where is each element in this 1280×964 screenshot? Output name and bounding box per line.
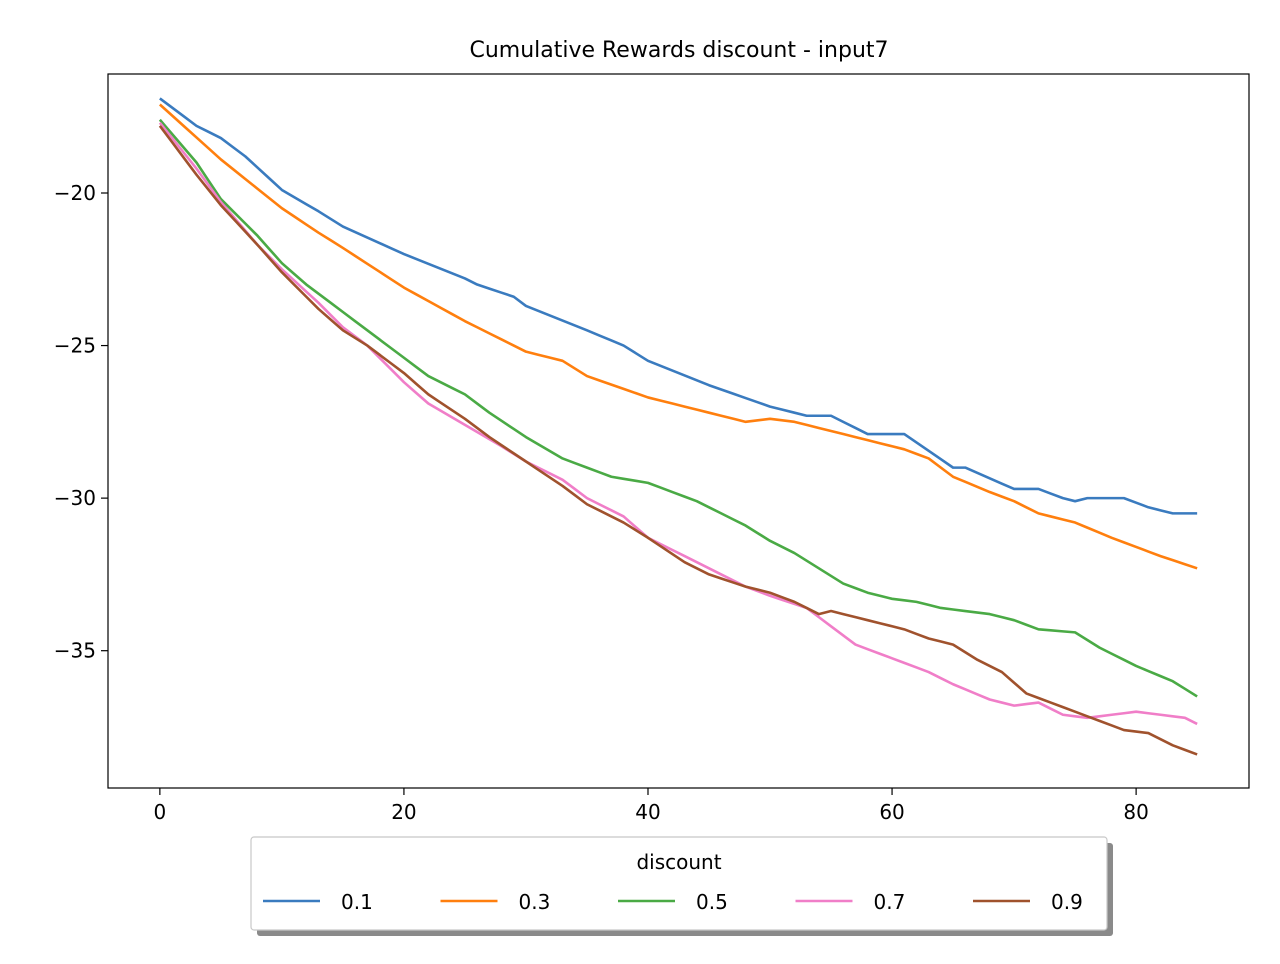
series-line-0-3 bbox=[158, 103, 1198, 570]
x-tick-label: 60 bbox=[879, 800, 904, 824]
legend-box bbox=[250, 836, 1108, 931]
legend-label-0-1: 0.1 bbox=[341, 890, 373, 914]
axes: 0 20 40 60 80 −20 −25 −30 −35 bbox=[54, 181, 1149, 824]
chart-title: Cumulative Rewards discount - input7 bbox=[469, 38, 888, 63]
y-tick-label: −35 bbox=[54, 639, 96, 663]
series-line-0-9 bbox=[158, 125, 1198, 756]
x-tick-label: 20 bbox=[391, 800, 416, 824]
legend-label-0-3: 0.3 bbox=[519, 890, 551, 914]
series-line-0-5 bbox=[158, 118, 1198, 698]
y-tick-label: −30 bbox=[54, 486, 96, 510]
x-tick-label: 80 bbox=[1123, 800, 1148, 824]
series-line-0-1 bbox=[159, 97, 1198, 515]
legend-title: discount bbox=[636, 850, 721, 874]
plot-frame bbox=[107, 73, 1250, 789]
legend-label-0-9: 0.9 bbox=[1051, 890, 1083, 914]
x-tick-label: 40 bbox=[635, 800, 660, 824]
series-line-0-7 bbox=[158, 122, 1198, 726]
x-tick-label: 0 bbox=[153, 800, 166, 824]
y-tick-label: −25 bbox=[54, 334, 96, 358]
y-tick-label: −20 bbox=[54, 181, 96, 205]
legend-label-0-5: 0.5 bbox=[696, 890, 728, 914]
legend: discount 0.1 0.3 0.5 0.7 0.9 bbox=[250, 836, 1113, 936]
plot-area bbox=[158, 97, 1198, 756]
legend-label-0-7: 0.7 bbox=[874, 890, 906, 914]
